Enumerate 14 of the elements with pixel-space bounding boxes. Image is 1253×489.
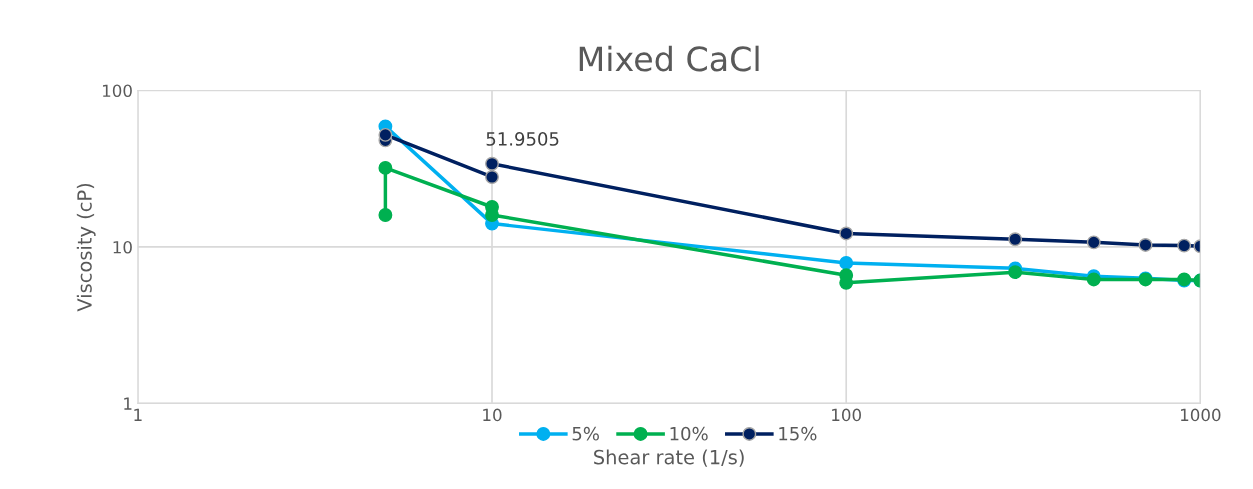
x-tick-label: 100	[832, 408, 861, 422]
legend-label: 10%	[670, 426, 708, 441]
annotation: 51.9505	[486, 132, 559, 146]
legend-label: 5%	[572, 426, 599, 441]
chart-title: Mixed CaCl	[579, 45, 759, 72]
x-tick-label: 1000	[1181, 408, 1221, 422]
y-tick-label: 100	[102, 84, 132, 98]
x-tick-label: 1	[134, 408, 142, 421]
x-axis-title: Shear rate (1/s)	[594, 449, 744, 467]
x-tick-label: 10	[483, 408, 502, 422]
y-tick-label: 1	[124, 397, 132, 410]
y-axis-title: Viscosity (cP)	[76, 183, 96, 312]
legend-label: 15%	[779, 426, 817, 441]
y-tick-label: 10	[113, 240, 132, 254]
